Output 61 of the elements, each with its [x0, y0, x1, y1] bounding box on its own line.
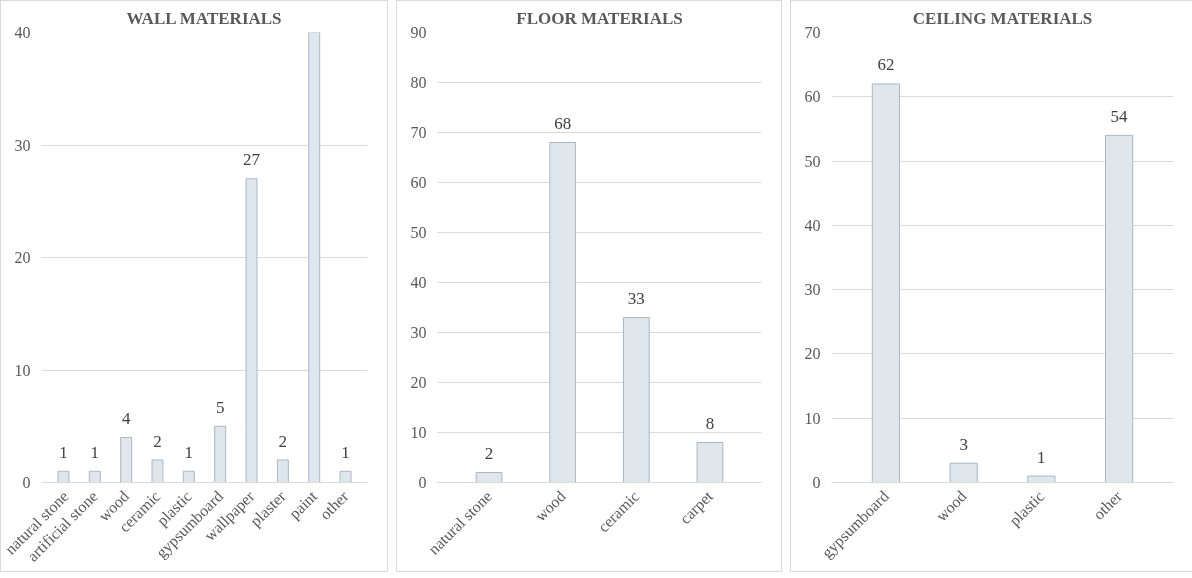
y-tick-label: 80	[410, 74, 427, 91]
y-tick-label: 90	[410, 24, 427, 41]
data-label: 27	[243, 150, 261, 170]
y-tick-label: 40	[804, 216, 821, 234]
y-tick-label: 50	[804, 152, 821, 170]
y-tick-label: 40	[410, 274, 427, 291]
chart-title: WALL MATERIALS	[126, 8, 282, 28]
data-label: 1	[184, 442, 194, 462]
data-label: 33	[627, 289, 645, 308]
y-tick-label: 60	[410, 174, 427, 191]
y-tick-label: 0	[22, 474, 31, 491]
data-label: 5	[215, 397, 225, 417]
y-tick-label: 30	[410, 324, 427, 341]
bar	[57, 470, 70, 483]
y-tick-label: 0	[812, 474, 821, 491]
y-tick-label: 10	[804, 409, 821, 427]
y-tick-label: 0	[418, 474, 427, 491]
data-label: 1	[90, 442, 100, 462]
data-label: 1	[59, 442, 68, 462]
bar	[696, 442, 724, 483]
data-label: 2	[278, 431, 288, 451]
data-label: 1	[1037, 447, 1046, 467]
bar	[339, 470, 352, 483]
y-tick-label: 70	[410, 124, 427, 141]
y-tick-label: 30	[804, 281, 821, 299]
y-tick-label: 20	[14, 249, 31, 266]
bar	[120, 437, 133, 483]
data-label: 68	[554, 114, 572, 133]
bar	[182, 470, 195, 483]
bar	[214, 425, 227, 483]
bar	[88, 470, 101, 483]
y-tick-label: 60	[804, 88, 821, 106]
bar	[308, 32, 321, 483]
data-label: 1	[341, 442, 350, 462]
data-label: 4	[121, 409, 131, 428]
y-tick-label: 10	[14, 361, 31, 379]
y-tick-label: 40	[14, 24, 31, 41]
y-tick-label: 50	[410, 224, 427, 241]
y-tick-label: 30	[14, 136, 31, 154]
data-label: 2	[153, 431, 162, 451]
bar	[549, 142, 577, 483]
y-tick-label: 20	[410, 374, 427, 391]
bar	[1104, 134, 1134, 483]
chart-title: FLOOR MATERIALS	[516, 8, 683, 28]
y-tick-label: 70	[804, 24, 821, 41]
bar	[622, 317, 650, 483]
data-label: 2	[484, 444, 494, 463]
bar	[475, 472, 503, 483]
y-tick-label: 10	[410, 424, 427, 441]
bar	[1027, 475, 1056, 483]
bar	[151, 459, 164, 483]
chart-title: CEILING MATERIALS	[912, 8, 1093, 28]
bar	[245, 178, 258, 483]
bar	[871, 83, 901, 483]
bar	[949, 462, 978, 483]
data-label: 54	[1110, 106, 1129, 126]
bar	[276, 459, 289, 483]
data-label: 3	[959, 434, 968, 454]
data-label: 62	[877, 55, 895, 75]
data-label: 8	[705, 414, 715, 433]
y-tick-label: 20	[804, 345, 821, 363]
